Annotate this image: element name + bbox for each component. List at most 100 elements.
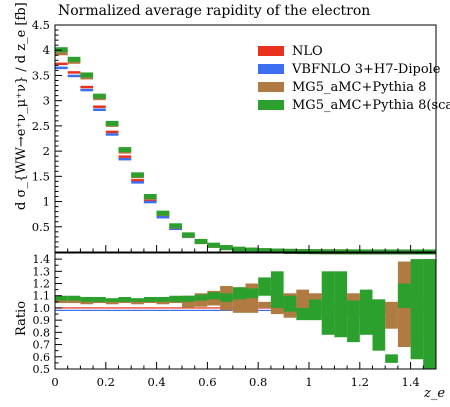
ratio-band-nlo-1 xyxy=(67,307,81,309)
ratio-band-nlo-8 xyxy=(156,307,170,309)
main-bin-nlo-1 xyxy=(67,71,81,74)
y-tick-label: 2 xyxy=(43,144,50,158)
ratio-band-mg5-amc-pythia-8-0 xyxy=(55,299,68,304)
main-bin-mg5-amc-pythia-8-scale--1 xyxy=(67,56,81,62)
main-bin-vbfnlo-3-h7-dipole-2 xyxy=(80,88,94,92)
ratio-band-mg5-amc-pythia-8-scale--27 xyxy=(397,283,411,308)
main-frame xyxy=(54,24,437,253)
main-bin-nlo-3 xyxy=(93,105,106,108)
y-tick-label: 3.5 xyxy=(32,68,50,82)
x-tick-label: 0.4 xyxy=(147,375,165,389)
main-bin-mg5-amc-pythia-8-scale--2 xyxy=(80,72,94,78)
ratio-band-vbfnlo-3-h7-dipole-2 xyxy=(80,309,94,311)
main-bin-mg5-amc-pythia-8-0 xyxy=(55,50,68,56)
x-tick-label: 0.6 xyxy=(198,375,216,389)
ratio-band-mg5-amc-pythia-8-scale--26 xyxy=(385,354,398,363)
x-axis-title: z_e xyxy=(424,386,446,401)
x-tick-label: 0 xyxy=(51,375,58,389)
main-bin-mg5-amc-pythia-8-scale--10 xyxy=(182,232,195,238)
ratio-band-mg5-amc-pythia-8-scale--25 xyxy=(372,299,386,351)
ratio-band-mg5-amc-pythia-8-scale--9 xyxy=(169,295,182,302)
ratio-band-vbfnlo-3-h7-dipole-0 xyxy=(55,309,68,311)
ratio-band-mg5-amc-pythia-8-scale--14 xyxy=(232,287,246,300)
y-tick-label: 2.5 xyxy=(32,119,50,133)
ratio-band-mg5-amc-pythia-8-scale--4 xyxy=(105,298,119,302)
ratio-band-vbfnlo-3-h7-dipole-16 xyxy=(258,309,271,311)
main-bin-vbfnlo-3-h7-dipole-8 xyxy=(156,215,170,219)
legend-label: VBFNLO 3+H7-Dipole xyxy=(292,62,441,77)
main-bin-vbfnlo-3-h7-dipole-3 xyxy=(93,108,106,111)
ratio-y-tick-label: 1.1 xyxy=(33,290,51,303)
ratio-band-mg5-amc-pythia-8-scale--15 xyxy=(245,288,259,299)
ratio-band-nlo-11 xyxy=(194,307,208,309)
legend-label: MG5_aMC+Pythia 8 xyxy=(292,80,427,95)
main-bin-mg5-amc-pythia-8-scale--17 xyxy=(270,248,284,254)
ratio-y-tick-label: 1.3 xyxy=(33,265,51,278)
ratio-band-mg5-amc-pythia-8-scale--29 xyxy=(423,259,436,369)
y-tick-label: 0.5 xyxy=(32,220,50,234)
ratio-y-tick-label: 0.6 xyxy=(33,351,51,364)
ratio-band-mg5-amc-pythia-8-scale--12 xyxy=(207,292,221,300)
main-bin-vbfnlo-3-h7-dipole-1 xyxy=(67,74,81,78)
ratio-band-vbfnlo-3-h7-dipole-1 xyxy=(67,309,81,311)
ratio-band-mg5-amc-pythia-8-scale--21 xyxy=(321,271,335,335)
main-bin-mg5-amc-pythia-8-scale--14 xyxy=(232,246,246,252)
y-axis-title: d σ_{WW→e⁺ν_μ⁺ν} / d z_e [fb] xyxy=(14,2,29,210)
main-bin-mg5-amc-pythia-8-scale--7 xyxy=(143,194,157,200)
main-bin-nlo-4 xyxy=(105,130,119,134)
ratio-band-mg5-amc-pythia-8-scale--22 xyxy=(334,271,348,338)
main-bin-mg5-amc-pythia-8-scale--11 xyxy=(194,238,208,244)
ratio-band-mg5-amc-pythia-8-scale--10 xyxy=(182,295,195,302)
main-bin-nlo-0 xyxy=(55,62,68,66)
main-bin-mg5-amc-pythia-8-scale--16 xyxy=(258,248,271,254)
ratio-band-mg5-amc-pythia-8-scale--23 xyxy=(347,300,360,343)
main-bin-nlo-6 xyxy=(131,179,144,182)
ratio-band-mg5-amc-pythia-8-scale--19 xyxy=(296,307,309,321)
ratio-band-nlo-16 xyxy=(258,307,271,309)
x-tick-label: 1.4 xyxy=(401,375,419,389)
ratio-band-mg5-amc-pythia-8-scale--17 xyxy=(270,271,284,308)
y-tick-label: 4.5 xyxy=(32,18,50,32)
ratio-y-tick-label: 0.5 xyxy=(33,363,51,376)
ratio-band-nlo-9 xyxy=(169,307,182,309)
ratio-band-mg5-amc-pythia-8-16 xyxy=(258,301,271,308)
legend-swatch xyxy=(258,100,284,110)
ratio-band-nlo-7 xyxy=(143,307,157,309)
ratio-band-vbfnlo-3-h7-dipole-12 xyxy=(207,309,221,311)
legend-swatch xyxy=(258,64,284,74)
main-bin-mg5-amc-pythia-8-scale--5 xyxy=(118,147,132,153)
ratio-band-nlo-2 xyxy=(80,307,94,309)
main-bin-vbfnlo-3-h7-dipole-7 xyxy=(143,200,157,204)
legend-swatch xyxy=(258,82,284,92)
ratio-band-mg5-amc-pythia-8-scale--13 xyxy=(220,293,233,302)
legend-label: NLO xyxy=(292,44,323,59)
ratio-band-mg5-amc-pythia-8-scale--18 xyxy=(283,295,297,312)
ratio-band-vbfnlo-3-h7-dipole-6 xyxy=(131,309,144,311)
main-bin-mg5-amc-pythia-8-scale--18 xyxy=(283,248,297,254)
x-tick-label: 0.2 xyxy=(97,375,115,389)
main-bin-vbfnlo-3-h7-dipole-4 xyxy=(105,133,119,136)
ratio-band-vbfnlo-3-h7-dipole-5 xyxy=(118,309,132,311)
ratio-y-tick-label: 1.0 xyxy=(33,302,51,315)
ratio-band-vbfnlo-3-h7-dipole-7 xyxy=(143,309,157,311)
ratio-band-mg5-amc-pythia-8-scale--0 xyxy=(55,295,68,301)
legend-label: MG5_aMC+Pythia 8(scale) xyxy=(292,98,450,113)
main-bin-mg5-amc-pythia-8-scale--8 xyxy=(156,210,170,216)
ratio-band-mg5-amc-pythia-8-scale--5 xyxy=(118,296,132,302)
ratio-y-tick-label: 1.2 xyxy=(33,278,51,291)
ratio-band-vbfnlo-3-h7-dipole-8 xyxy=(156,309,170,311)
ratio-band-mg5-amc-pythia-8-scale--7 xyxy=(143,296,157,302)
ratio-band-vbfnlo-3-h7-dipole-3 xyxy=(93,309,106,311)
main-bin-nlo-5 xyxy=(118,155,132,158)
ratio-band-vbfnlo-3-h7-dipole-11 xyxy=(194,309,208,311)
ratio-band-mg5-amc-pythia-8-scale--11 xyxy=(194,294,208,301)
ratio-band-mg5-amc-pythia-8-scale--16 xyxy=(258,277,271,296)
ratio-axis-title: Ratio xyxy=(14,300,29,336)
main-bin-mg5-amc-pythia-8-scale--0 xyxy=(55,47,68,53)
ratio-band-mg5-amc-pythia-8-scale--20 xyxy=(309,299,322,321)
main-bin-vbfnlo-3-h7-dipole-9 xyxy=(169,227,182,231)
legend-swatch xyxy=(258,46,284,56)
ratio-band-mg5-amc-pythia-8-scale--24 xyxy=(359,289,373,335)
ratio-band-mg5-amc-pythia-8-scale--8 xyxy=(156,296,170,302)
ratio-band-mg5-amc-pythia-8-26 xyxy=(385,301,398,329)
